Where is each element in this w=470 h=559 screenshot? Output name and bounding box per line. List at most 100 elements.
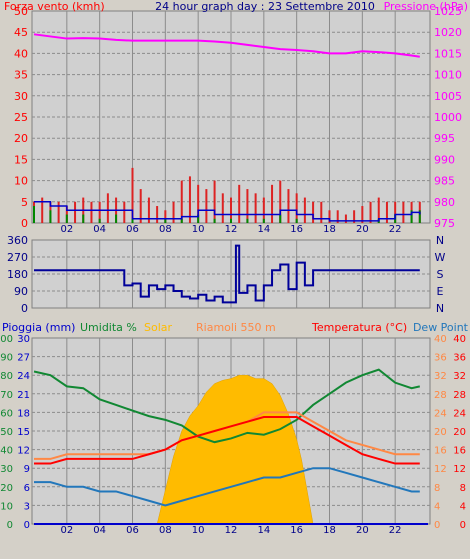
pressure-y-tick: 985 bbox=[434, 175, 455, 188]
wind-y-tick: 20 bbox=[14, 132, 28, 145]
rain-y-tick: 0 bbox=[24, 520, 30, 531]
pressure-axis-title: Pressione (hPa) bbox=[384, 0, 468, 13]
temp-y-tick-right: 16 bbox=[453, 446, 466, 457]
wind-y-tick: 5 bbox=[21, 196, 28, 209]
dir-y-tick: 360 bbox=[7, 234, 28, 247]
x-tick-label: 12 bbox=[225, 224, 238, 235]
pressure-y-tick: 1015 bbox=[434, 47, 462, 60]
rain-y-tick: 15 bbox=[17, 427, 30, 438]
x-tick-label: 12 bbox=[225, 525, 238, 536]
pressure-y-tick: 1010 bbox=[434, 69, 462, 82]
humidity-y-tick: 100 bbox=[0, 334, 13, 345]
humidity-line bbox=[33, 368, 421, 444]
temp-y-tick-left: 8 bbox=[434, 483, 440, 494]
temp-y-tick-left: 36 bbox=[434, 353, 447, 364]
humidity-y-tick: 70 bbox=[0, 390, 13, 401]
x-tick-label: 20 bbox=[356, 224, 369, 235]
x-tick-label: 06 bbox=[126, 525, 139, 536]
rain-y-tick: 12 bbox=[17, 446, 30, 457]
legend-temperature: Temperatura (°C) bbox=[311, 321, 407, 334]
rain-y-tick: 18 bbox=[17, 408, 30, 419]
dir-y-tick: 0 bbox=[21, 302, 28, 315]
wind-avg-line bbox=[34, 201, 421, 222]
wind-y-tick: 0 bbox=[21, 217, 28, 230]
wind-y-tick: 40 bbox=[14, 47, 28, 60]
pressure-line bbox=[33, 33, 420, 58]
humidity-y-tick: 90 bbox=[0, 353, 13, 364]
dewpoint-line bbox=[34, 467, 420, 507]
temp-y-tick-right: 32 bbox=[453, 371, 466, 382]
temp-y-tick-right: 28 bbox=[453, 390, 466, 401]
x-tick-label: 10 bbox=[192, 525, 205, 536]
rain-y-tick: 27 bbox=[17, 353, 30, 364]
rain-y-tick: 3 bbox=[24, 501, 30, 512]
rain-y-tick: 21 bbox=[17, 390, 30, 401]
temp-y-tick-right: 12 bbox=[453, 464, 466, 475]
dir-y-tick: 90 bbox=[14, 285, 28, 298]
humidity-y-tick: 30 bbox=[0, 464, 13, 475]
wind-y-tick: 45 bbox=[14, 26, 28, 39]
pressure-y-tick: 1000 bbox=[434, 111, 462, 124]
rain-y-tick: 9 bbox=[24, 464, 30, 475]
x-tick-label: 18 bbox=[323, 525, 336, 536]
pressure-y-tick: 1005 bbox=[434, 90, 462, 103]
x-tick-label: 04 bbox=[93, 224, 106, 235]
wind-y-tick: 25 bbox=[14, 111, 28, 124]
pressure-y-tick: 980 bbox=[434, 196, 455, 209]
dir-compass-label: N bbox=[436, 234, 444, 247]
temp-y-tick-right: 24 bbox=[453, 408, 466, 419]
humidity-y-tick: 20 bbox=[0, 483, 13, 494]
legend-humidity: Umidita % bbox=[80, 321, 137, 334]
legend-dewpoint: Dew Point bbox=[413, 321, 469, 334]
temp-y-tick-left: 28 bbox=[434, 390, 447, 401]
x-tick-label: 10 bbox=[192, 224, 205, 235]
wind-y-tick: 35 bbox=[14, 69, 28, 82]
temp-y-tick-right: 8 bbox=[460, 483, 466, 494]
humidity-y-tick: 10 bbox=[0, 501, 13, 512]
legend-solar: Solar bbox=[144, 321, 173, 334]
temp-y-tick-left: 24 bbox=[434, 408, 447, 419]
x-tick-label: 16 bbox=[290, 525, 303, 536]
rain-y-tick: 6 bbox=[24, 483, 30, 494]
wind-y-tick: 30 bbox=[14, 90, 28, 103]
temp-y-tick-left: 32 bbox=[434, 371, 447, 382]
legend-rain: Pioggia (mm) bbox=[2, 321, 75, 334]
chart-marks bbox=[33, 33, 428, 525]
temp-y-tick-right: 36 bbox=[453, 353, 466, 364]
dir-compass-label: S bbox=[437, 268, 444, 281]
direction-line bbox=[34, 244, 420, 304]
temperature-line bbox=[34, 416, 420, 465]
x-tick-label: 08 bbox=[159, 224, 172, 235]
pressure-y-tick: 1020 bbox=[434, 26, 462, 39]
x-tick-label: 18 bbox=[323, 224, 336, 235]
dir-compass-label: W bbox=[435, 251, 446, 264]
pressure-y-tick: 1025 bbox=[434, 5, 462, 18]
humidity-y-tick: 50 bbox=[0, 427, 13, 438]
temp-y-tick-left: 4 bbox=[434, 501, 440, 512]
x-tick-label: 16 bbox=[290, 224, 303, 235]
x-tick-label: 14 bbox=[257, 224, 270, 235]
dir-y-tick: 180 bbox=[7, 268, 28, 281]
pressure-y-tick: 990 bbox=[434, 153, 455, 166]
humidity-y-tick: 80 bbox=[0, 371, 13, 382]
x-tick-label: 08 bbox=[159, 525, 172, 536]
dir-compass-label: N bbox=[436, 302, 444, 315]
wind-y-tick: 15 bbox=[14, 153, 28, 166]
x-tick-label: 22 bbox=[389, 224, 402, 235]
humidity-y-tick: 60 bbox=[0, 408, 13, 419]
pressure-y-tick: 975 bbox=[434, 217, 455, 230]
legend-riamoli: Riamoli 550 m bbox=[196, 321, 276, 334]
temp-y-tick-right: 4 bbox=[460, 501, 466, 512]
pressure-y-tick: 995 bbox=[434, 132, 455, 145]
chart-title: 24 hour graph day : 23 Settembre 2010 bbox=[155, 0, 375, 13]
humidity-y-tick: 40 bbox=[0, 446, 13, 457]
temp-y-tick-left: 40 bbox=[434, 334, 447, 345]
temp-y-tick-left: 12 bbox=[434, 464, 447, 475]
dir-compass-label: E bbox=[437, 285, 444, 298]
grid-lines bbox=[32, 11, 430, 524]
x-tick-label: 06 bbox=[126, 224, 139, 235]
wind-y-tick: 10 bbox=[14, 175, 28, 188]
